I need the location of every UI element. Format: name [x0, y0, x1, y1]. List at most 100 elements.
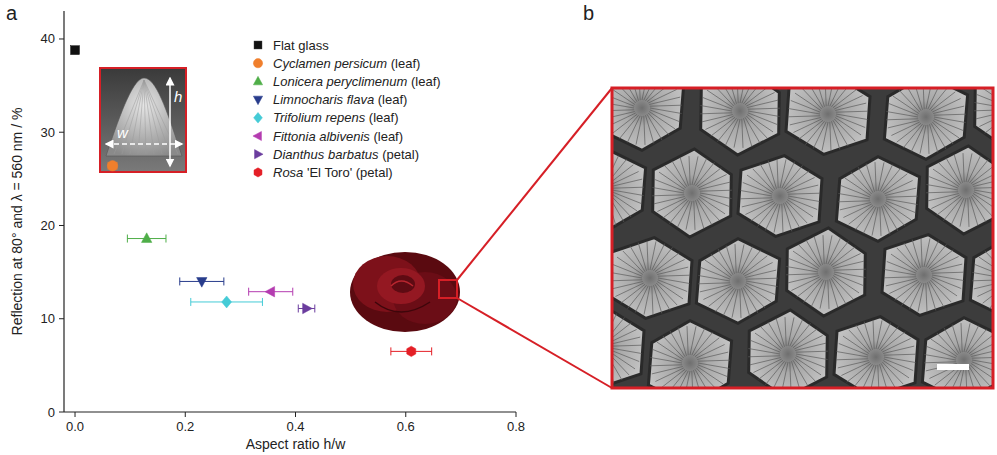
legend-label: Rosa 'El Toro' (petal)	[273, 165, 393, 180]
sem-ridge	[755, 333, 781, 350]
sem-ridge	[657, 342, 683, 359]
sem-ridge	[931, 264, 962, 271]
sem-ridge	[615, 283, 643, 297]
sem-ridge	[787, 185, 818, 192]
sem-ridge	[926, 241, 939, 268]
data-point	[265, 287, 275, 297]
sem-ridge	[931, 279, 957, 296]
sem-ridge	[797, 278, 821, 297]
sem-ridge	[801, 88, 822, 109]
sem-ridge	[843, 204, 871, 218]
sem-cell	[836, 157, 919, 242]
sem-ridge	[745, 285, 771, 302]
sem-ridge	[652, 195, 684, 196]
sem-ridge	[738, 244, 744, 273]
sem-ridge	[657, 282, 683, 299]
legend-detail: 'El Toro' (petal)	[303, 165, 392, 180]
sem-ridge	[716, 288, 735, 311]
sem-ridge	[902, 282, 921, 305]
sem-ridge	[647, 241, 648, 270]
sem-ridge	[696, 345, 724, 359]
sem-cell	[884, 88, 967, 159]
sem-ridge	[883, 346, 914, 353]
sem-ridge	[969, 366, 984, 388]
sem-ridge	[912, 240, 920, 268]
sem-ridge	[968, 198, 969, 227]
sem-ridge	[656, 283, 677, 305]
sem-ridge	[694, 159, 707, 186]
sem-ridge	[647, 88, 671, 102]
sem-ridge	[617, 257, 643, 274]
error-bar-cap	[298, 304, 299, 312]
sem-ridge	[694, 370, 702, 388]
sem-ridge	[952, 325, 960, 353]
sem-ridge	[697, 352, 728, 359]
legend-label: Flat glass	[273, 38, 329, 53]
sem-cell	[696, 239, 779, 324]
sem-ridge	[838, 361, 869, 368]
rose-petal	[377, 268, 425, 304]
sem-ridge	[951, 198, 964, 225]
sem-ridge	[970, 197, 978, 225]
sem-ridge	[840, 203, 871, 210]
sem-ridge	[834, 269, 866, 270]
sem-ridge	[668, 370, 687, 388]
sem-ridge	[897, 248, 918, 270]
sem-ridge	[612, 337, 640, 344]
sem-ridge	[972, 172, 993, 186]
sem-ridge	[792, 361, 800, 388]
sem-ridge	[748, 349, 780, 355]
sem-ridge	[766, 361, 785, 384]
sem-ridge	[930, 124, 938, 152]
sem-ridge	[893, 96, 919, 113]
sem-ridge	[972, 360, 993, 366]
sem-cell	[787, 228, 866, 316]
sem-ridge	[944, 197, 963, 220]
sem-ridge	[786, 274, 818, 275]
sem-ridge	[876, 320, 882, 349]
sem-ridge	[926, 88, 932, 109]
sem-ridge	[830, 279, 838, 307]
sem-ridge	[836, 114, 868, 120]
sem-ridge	[744, 88, 763, 104]
legend-detail: (leaf)	[407, 74, 440, 89]
sem-ridge	[934, 114, 966, 115]
sem-ridge	[680, 158, 688, 186]
sem-ridge	[774, 204, 780, 233]
y-tick	[59, 38, 64, 39]
sem-ridge	[888, 121, 919, 128]
error-bar-cap	[390, 347, 391, 355]
sem-ridge	[782, 162, 795, 189]
sem-ridge	[780, 159, 786, 188]
sem-cell	[612, 88, 684, 150]
sem-ridge	[644, 116, 645, 145]
sem-ridge	[921, 238, 922, 267]
sem-ridge	[836, 352, 868, 358]
sem-ridge	[790, 362, 791, 388]
sem-ridge	[884, 277, 916, 278]
sem-ridge	[702, 115, 733, 122]
sem-cell	[975, 88, 993, 152]
sem-ridge	[650, 358, 682, 364]
sem-ridge	[623, 251, 644, 273]
sem-ridge	[966, 153, 972, 182]
zoom-box	[439, 280, 457, 298]
legend-marker	[253, 59, 262, 68]
sem-ridge	[799, 120, 823, 139]
legend-marker	[254, 113, 263, 124]
sem-ridge	[923, 88, 924, 109]
sem-ridge	[814, 237, 822, 265]
sem-ridge	[748, 108, 780, 109]
data-point	[197, 278, 207, 288]
sem-ridge	[696, 162, 715, 185]
legend-marker	[254, 41, 262, 49]
sem-ridge	[695, 338, 719, 357]
sem-ridge	[745, 270, 776, 277]
sem-ridge	[654, 247, 673, 270]
sem-ridge	[622, 88, 637, 102]
sem-ridge	[841, 362, 869, 376]
sem-ridge	[971, 165, 993, 184]
sem-cell	[882, 235, 966, 316]
sem-ridge	[699, 182, 730, 189]
sem-ridge	[744, 286, 765, 308]
